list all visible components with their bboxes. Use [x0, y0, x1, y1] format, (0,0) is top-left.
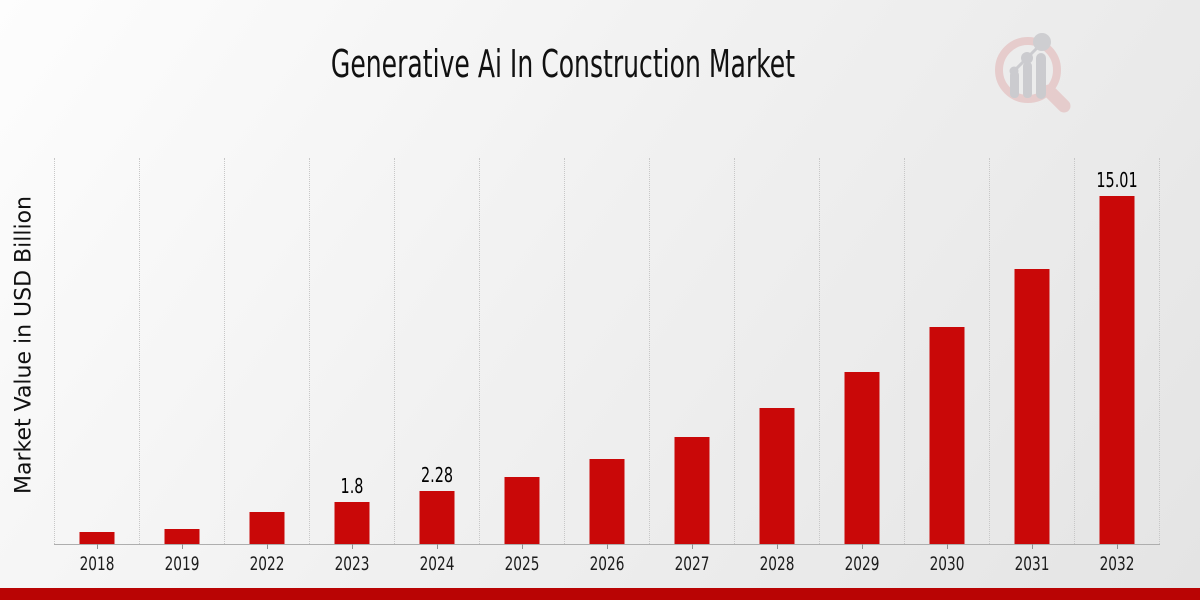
bar-2025 — [504, 476, 540, 544]
x-axis-tick-2026 — [607, 544, 608, 549]
x-axis-label-2029: 2029 — [844, 553, 880, 575]
bar-2029 — [844, 372, 880, 544]
bar-2019 — [164, 528, 200, 544]
logo-dot-large — [1033, 33, 1051, 51]
category-cell-2024: 2.28 2024 — [394, 158, 479, 575]
bar-2028 — [759, 408, 795, 544]
logo-dot-small — [1009, 66, 1019, 76]
x-axis-label-2026: 2026 — [589, 553, 625, 575]
magnifier-ring — [995, 37, 1061, 103]
chart-title: Generative Ai In Construction Market — [330, 42, 796, 86]
magnifier-bar-chart-logo-icon — [995, 33, 1071, 113]
x-axis-label-2024: 2024 — [419, 553, 455, 575]
category-cell-2026: 2026 — [564, 158, 649, 575]
logo-bar-tall — [1036, 53, 1046, 99]
category-cell-2023: 1.8 2023 — [309, 158, 394, 575]
x-axis-tick-2028 — [777, 544, 778, 549]
x-axis-label-2027: 2027 — [674, 553, 710, 575]
x-axis-label-2030: 2030 — [929, 553, 965, 575]
x-axis-label-2032: 2032 — [1099, 553, 1135, 575]
bar-2032 — [1099, 195, 1135, 544]
x-axis-tick-2023 — [352, 544, 353, 549]
x-axis-tick-2030 — [947, 544, 948, 549]
bar-2024 — [419, 491, 455, 544]
bar-2027 — [674, 436, 710, 544]
x-axis-tick-2018 — [97, 544, 98, 549]
x-axis-tick-2032 — [1117, 544, 1118, 549]
logo-bar-medium — [1023, 62, 1032, 98]
category-cell-2028: 2028 — [734, 158, 819, 575]
logo-dot-medium — [1021, 52, 1033, 64]
magnifier-handle — [1042, 84, 1071, 113]
category-cell-2029: 2029 — [819, 158, 904, 575]
plot-area: 2018 2019 2022 1.8 2023 2.28 2024 2025 2026 2027 2… — [54, 158, 1160, 575]
x-axis-label-2018: 2018 — [79, 553, 115, 575]
logo-bar-short — [1010, 71, 1019, 98]
bar-2031 — [1014, 268, 1050, 544]
bar-2018 — [79, 532, 115, 544]
x-axis-tick-2024 — [437, 544, 438, 549]
x-axis-tick-2025 — [522, 544, 523, 549]
bar-value-label-2023: 1.8 — [340, 474, 364, 499]
x-axis-label-2025: 2025 — [504, 553, 540, 575]
x-axis-tick-2022 — [267, 544, 268, 549]
category-cell-2018: 2018 — [54, 158, 139, 575]
bar-2023 — [334, 502, 370, 544]
x-axis-tick-2019 — [182, 544, 183, 549]
bar-value-label-2032: 15.01 — [1096, 167, 1138, 192]
bar-2026 — [589, 459, 625, 544]
category-cell-2022: 2022 — [224, 158, 309, 575]
y-axis-label: Market Value in USD Billion — [11, 195, 37, 495]
bar-2030 — [929, 326, 965, 544]
x-axis-label-2031: 2031 — [1014, 553, 1050, 575]
category-cell-2032: 15.01 2032 — [1074, 158, 1160, 575]
category-cell-2025: 2025 — [479, 158, 564, 575]
bar-2022 — [249, 511, 285, 544]
category-cell-2019: 2019 — [139, 158, 224, 575]
category-cell-2031: 2031 — [989, 158, 1074, 575]
bar-value-label-2024: 2.28 — [420, 463, 454, 488]
x-axis-label-2019: 2019 — [164, 553, 200, 575]
x-axis-tick-2029 — [862, 544, 863, 549]
category-cell-2030: 2030 — [904, 158, 989, 575]
bottom-accent-strip — [0, 588, 1200, 600]
x-axis-label-2023: 2023 — [334, 553, 370, 575]
x-axis-tick-2027 — [692, 544, 693, 549]
x-axis-label-2022: 2022 — [249, 553, 285, 575]
category-cell-2027: 2027 — [649, 158, 734, 575]
x-axis-tick-2031 — [1032, 544, 1033, 549]
x-axis-label-2028: 2028 — [759, 553, 795, 575]
